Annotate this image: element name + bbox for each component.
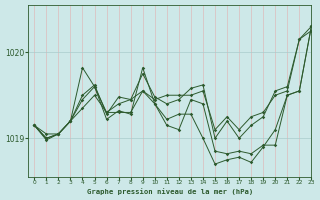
- X-axis label: Graphe pression niveau de la mer (hPa): Graphe pression niveau de la mer (hPa): [87, 188, 253, 195]
